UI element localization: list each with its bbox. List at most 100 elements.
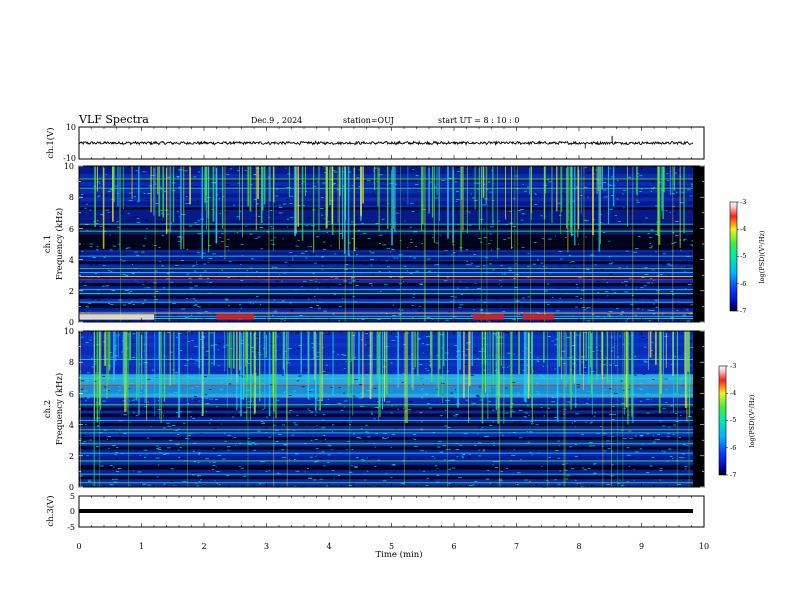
spectrum-speckle [124, 411, 127, 413]
spectrum-speckle [159, 310, 163, 311]
spectrum-speckle [430, 479, 434, 481]
spectrum-speckle [642, 374, 645, 375]
spectrum-speckle [603, 189, 607, 191]
spectrum-burst [569, 331, 571, 393]
spectrum-burst [585, 331, 587, 361]
spectrum-speckle [560, 258, 563, 260]
spectrum-speckle [156, 448, 160, 449]
spectrum-speckle [474, 481, 478, 482]
spectrum-speckle [248, 444, 252, 445]
spectrum-speckle [159, 229, 164, 231]
ch2-spec-ytick-10: 10 [64, 327, 74, 336]
spectrum-speckle [450, 301, 452, 302]
spectrum-burst [684, 331, 685, 374]
spectrum-band [79, 448, 693, 453]
spectrum-speckle [112, 245, 117, 247]
spectrum-band [79, 416, 693, 421]
spectrum-speckle [442, 257, 446, 259]
spectrum-speckle [291, 478, 295, 479]
spectrum-speckle [651, 181, 654, 183]
spectrum-speckle [315, 397, 318, 399]
spectrum-speckle [143, 281, 148, 283]
spectrum-speckle [659, 274, 663, 275]
spectrum-burst [180, 166, 182, 250]
spectrum-speckle [392, 304, 395, 306]
spectrum-speckle [671, 364, 673, 365]
spectrum-speckle [607, 295, 609, 297]
spectrum-speckle [305, 191, 307, 192]
spectrum-burst-full [353, 166, 354, 322]
spectrum-speckle [122, 254, 127, 256]
spectrum-speckle [239, 319, 241, 321]
spectrum-speckle [191, 265, 194, 267]
spectrum-speckle [672, 213, 676, 215]
spectrum-speckle [245, 225, 248, 227]
spectrum-speckle [189, 281, 192, 283]
spectrum-burst [239, 166, 240, 221]
spectrum-speckle [86, 203, 88, 205]
spectrum-speckle [93, 361, 97, 362]
spectrum-burst [117, 166, 119, 207]
spectrum-speckle [279, 204, 281, 206]
spectrum-speckle [435, 242, 439, 244]
spectrum-speckle [520, 209, 524, 210]
spectrum-speckle [150, 175, 154, 176]
spectrum-burst [119, 166, 121, 251]
spectrum-speckle [186, 298, 188, 299]
spectrum-speckle [198, 171, 201, 173]
spectrum-speckle [327, 221, 331, 223]
spectrum-speckle [176, 286, 179, 288]
spectrum-speckle [246, 270, 249, 271]
spectrum-speckle [309, 316, 314, 318]
spectrum-speckle [315, 448, 319, 449]
spectrum-burst [391, 166, 393, 246]
spectrum-speckle [639, 267, 641, 269]
spectrum-speckle [189, 287, 194, 289]
spectrum-speckle [176, 198, 180, 199]
spectrum-speckle [136, 218, 140, 219]
spectrum-burst [300, 331, 302, 374]
spectrum-speckle [666, 180, 670, 182]
spectrum-speckle [326, 485, 329, 487]
spectrum-speckle [305, 369, 308, 371]
spectrum-speckle [150, 426, 152, 427]
spectrum-speckle [495, 467, 499, 468]
spectrum-speckle [643, 346, 647, 348]
spectrum-burst [661, 166, 663, 211]
spectrum-speckle [419, 284, 423, 285]
spectrum-speckle [451, 431, 456, 433]
spectrum-speckle [669, 212, 671, 213]
spectrum-speckle [226, 238, 230, 240]
spectrum-burst [574, 166, 576, 246]
spectrum-speckle [608, 364, 613, 366]
spectrum-speckle [674, 392, 679, 394]
spectrum-speckle [633, 479, 635, 481]
spectrum-speckle [169, 393, 172, 395]
spectrum-burst [236, 331, 238, 383]
spectrum-burst [224, 331, 226, 372]
spectrum-burst [341, 166, 344, 240]
spectrum-speckle [603, 450, 607, 452]
spectrum-speckle [666, 173, 669, 175]
spectrum-speckle [557, 457, 560, 459]
spectrum-speckle [541, 376, 545, 378]
spectrum-speckle [420, 428, 423, 430]
spectrum-speckle [519, 226, 523, 228]
spectrum-speckle [287, 348, 292, 349]
spectrum-speckle [541, 285, 545, 286]
spectrum-burst [378, 331, 379, 422]
spectrum-burst [321, 331, 323, 402]
spectrum-speckle [641, 277, 645, 278]
spectrum-speckle [346, 201, 349, 202]
spectrum-burst-full [564, 331, 566, 487]
spectrum-speckle [122, 304, 126, 306]
spectrum-speckle [85, 342, 89, 343]
spectrum-speckle [222, 458, 226, 460]
spectrum-burst [282, 331, 285, 370]
spectrum-speckle [413, 293, 415, 295]
spectrum-speckle [587, 398, 589, 400]
spectrum-speckle [572, 345, 576, 346]
spectrum-tone-line [79, 279, 693, 280]
spectrum-speckle [490, 240, 492, 241]
spectrum-speckle [170, 308, 172, 310]
